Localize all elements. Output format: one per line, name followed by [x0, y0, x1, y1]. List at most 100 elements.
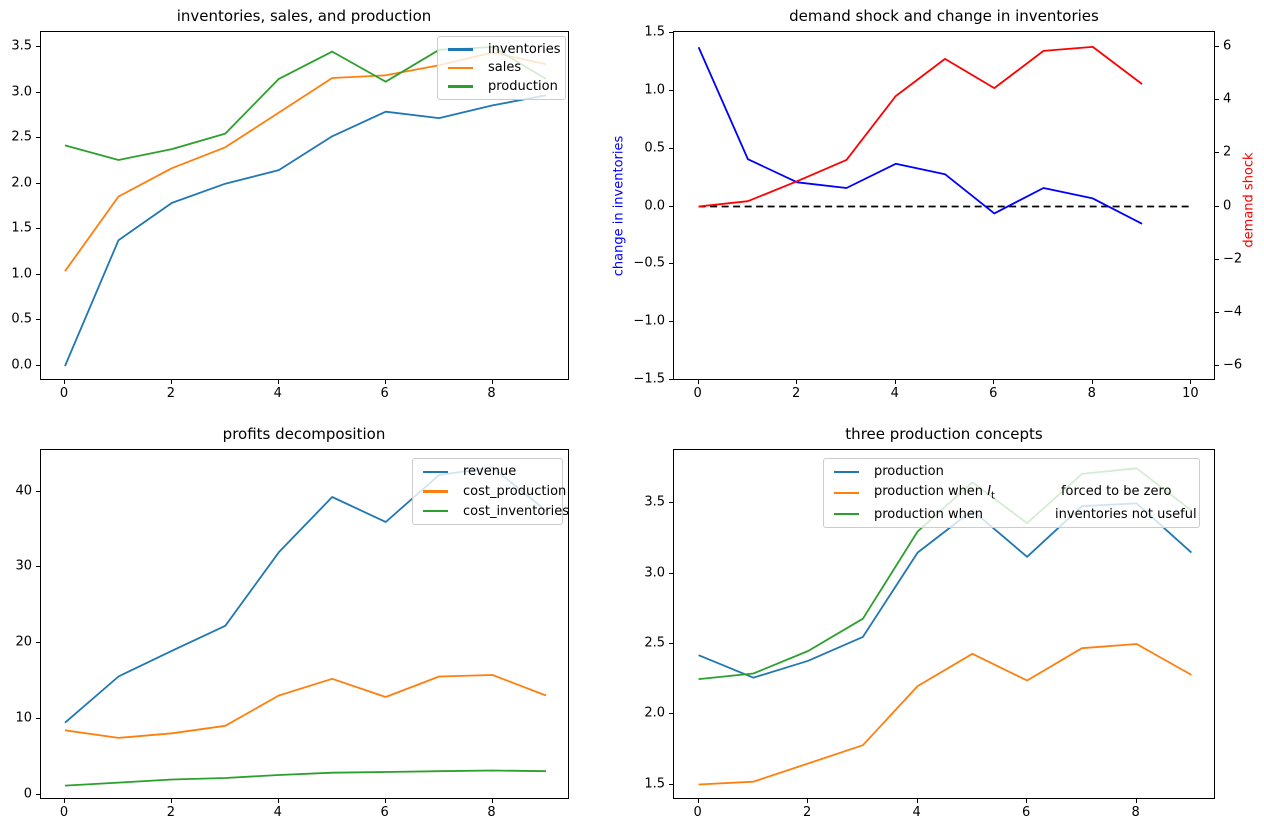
legend-label: sales: [488, 60, 521, 75]
y-tick-mark: [669, 32, 673, 34]
y-tick-mark: [669, 642, 673, 644]
legend-line-swatch: [448, 48, 473, 51]
y-tick-mark: [36, 46, 40, 48]
x-tick-label: 6: [1021, 805, 1031, 820]
chart-title-three-production-concepts: three production concepts: [845, 425, 1043, 443]
legend-label-gap: [995, 494, 1061, 495]
y-tick-label: 1.0: [644, 82, 665, 98]
y-tick-label: 1.5: [11, 220, 32, 236]
chart-title-profits-decomposition: profits decomposition: [222, 425, 386, 443]
right-y-tick-mark: [1215, 205, 1219, 207]
y-tick-mark: [669, 90, 673, 92]
legend-label-text: cost_inventories: [463, 503, 570, 519]
legend-entry: production: [446, 79, 558, 94]
line-production: [698, 502, 1193, 679]
y-tick-label: −1.5: [633, 371, 665, 386]
x-tick-label: 0: [59, 805, 69, 820]
x-tick-mark: [170, 380, 172, 384]
legend-label: cost_inventories: [463, 504, 569, 519]
y-tick-label: −0.5: [633, 255, 665, 271]
legend-entry: cost_production: [421, 484, 566, 499]
legend-label-text: production when: [874, 484, 988, 500]
line-cost-inventories: [64, 769, 547, 787]
x-tick-mark: [1091, 380, 1093, 384]
legend-line-swatch: [834, 512, 859, 516]
x-tick-mark: [697, 799, 699, 803]
x-tick-label: 2: [802, 805, 812, 820]
legend-inventories-sales-production: inventories sales production: [437, 36, 566, 100]
right-y-tick-label: −2: [1223, 251, 1243, 267]
y-tick-label: 0.5: [644, 140, 665, 156]
x-tick-mark: [64, 799, 66, 803]
y-tick-mark: [36, 642, 40, 644]
y-tick-label: 3.0: [11, 84, 32, 100]
y-tick-mark: [669, 713, 673, 715]
legend-three-production-concepts: production production when It forced to be…: [823, 458, 1200, 528]
x-tick-mark: [170, 799, 172, 803]
legend-label-text: production when: [874, 506, 984, 522]
y-tick-label: 0: [23, 786, 32, 802]
legend-label: production when inventories not useful: [874, 507, 1197, 522]
y-tick-label: 0.0: [644, 198, 665, 213]
y-tick-mark: [36, 566, 40, 568]
x-tick-mark: [796, 380, 798, 384]
plot-area-demand-shock-and-change-in-inventories: [697, 45, 1192, 225]
x-tick-mark: [894, 380, 896, 384]
x-tick-label: 2: [166, 805, 176, 820]
legend-label-text: forced to be zero: [1060, 484, 1172, 500]
legend-label: revenue: [463, 464, 516, 479]
legend-line-swatch: [448, 85, 473, 88]
right-y-tick-mark: [1215, 365, 1219, 367]
x-tick-mark: [384, 380, 386, 384]
x-tick-mark: [277, 380, 279, 384]
x-tick-label: 8: [487, 386, 496, 401]
legend-entry: production: [832, 464, 1191, 479]
legend-label-text: sales: [488, 60, 522, 76]
y-tick-mark: [36, 91, 40, 93]
legend-label: cost_production: [463, 484, 566, 499]
y-tick-label: 1.5: [644, 776, 665, 792]
legend-label: production: [488, 79, 558, 94]
y-tick-mark: [669, 783, 673, 785]
right-y-tick-label: −4: [1223, 304, 1243, 320]
legend-label: production: [874, 464, 944, 479]
y-tick-mark: [669, 378, 673, 380]
legend-label-gap: [983, 517, 1055, 518]
y-tick-mark: [36, 717, 40, 719]
y-tick-label: 0.0: [11, 357, 32, 373]
legend-entry: inventories: [446, 42, 561, 57]
y-tick-mark: [36, 490, 40, 492]
y-tick-mark: [36, 319, 40, 321]
chart-title-demand-shock: demand shock and change in inventories: [789, 7, 1099, 25]
y-tick-mark: [669, 205, 673, 207]
legend-label-text: cost_production: [463, 483, 567, 499]
right-y-tick-label: 6: [1223, 38, 1232, 54]
x-tick-mark: [1026, 799, 1028, 803]
y-tick-mark: [36, 137, 40, 139]
legend-label-text: inventories not useful: [1055, 506, 1197, 522]
x-tick-label: 0: [59, 386, 69, 401]
legend-profits-decomposition: revenue cost_production cost_inventories: [412, 458, 569, 525]
legend-entry: cost_inventories: [421, 504, 569, 519]
x-tick-mark: [491, 380, 493, 384]
right-y-tick-mark: [1215, 258, 1219, 260]
axes-demand-shock-and-change-in-inventories: [673, 31, 1215, 380]
y-tick-label: 1.0: [11, 266, 32, 282]
y-tick-label: 2.5: [11, 129, 32, 145]
x-tick-mark: [64, 380, 66, 384]
x-tick-label: 10: [1182, 386, 1199, 401]
x-tick-label: 6: [380, 805, 389, 820]
y-tick-label: 2.0: [644, 705, 665, 721]
y-tick-label: 3.5: [11, 38, 32, 54]
legend-line-swatch: [834, 491, 859, 495]
legend-label-text: production: [874, 464, 944, 480]
x-tick-label: 4: [273, 805, 282, 820]
y-tick-mark: [36, 182, 40, 184]
legend-line-swatch: [834, 470, 859, 474]
math-subscript: t: [991, 490, 995, 502]
y-tick-mark: [36, 273, 40, 275]
legend-entry: production when It forced to be zero: [832, 484, 1191, 502]
x-tick-label: 4: [890, 386, 899, 401]
right-y-tick-mark: [1215, 311, 1219, 313]
x-tick-label: 6: [989, 386, 998, 401]
